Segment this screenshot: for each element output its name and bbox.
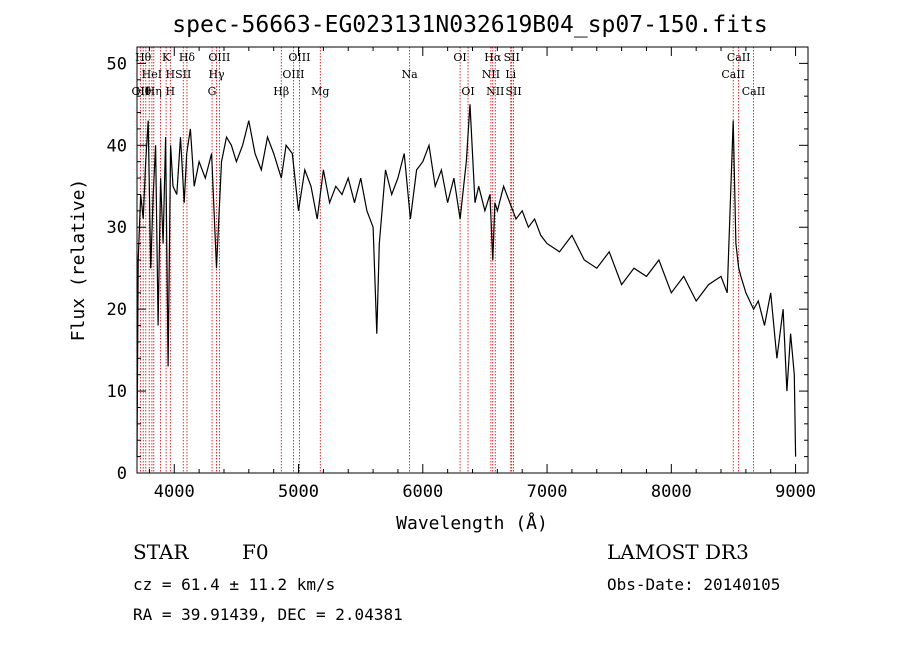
line-label: HeI [142,68,162,81]
line-label: Hα [484,51,502,64]
line-label: CaII [742,85,766,98]
y-tick-label: 50 [107,54,127,74]
line-label: H [166,68,176,81]
x-tick-label: 7000 [527,482,568,502]
line-label: OIII [208,51,230,64]
line-label: CaII [721,68,745,81]
y-tick-label: 30 [107,218,127,238]
x-tick-label: 5000 [278,482,319,502]
line-label: Hδ [179,51,196,64]
x-tick-label: 4000 [154,482,195,502]
line-label: H [166,85,176,98]
redshift-cz: cz = 61.4 ± 11.2 km/s [133,575,335,594]
ra-dec: RA = 39.91439, DEC = 2.04381 [133,605,403,624]
chart-title: spec-56663-EG023131N032619B04_sp07-150.f… [172,12,767,38]
x-axis-label: Wavelength (Å) [396,512,548,534]
line-label: Hβ [273,85,289,98]
line-label: Na [402,68,419,81]
survey-name: LAMOST DR3 [607,540,749,564]
spectrum-line [136,104,797,457]
line-label: Li [505,68,516,81]
x-tick-label: 8000 [651,482,692,502]
line-label: SII [175,68,191,81]
line-label: OIII [288,51,310,64]
line-label: NII [482,68,500,81]
line-label: Hη [146,85,162,98]
object-class: STAR [133,540,189,564]
y-axis-label: Flux (relative) [68,179,89,342]
y-tick-label: 40 [107,136,127,156]
y-tick-label: 10 [107,382,127,402]
emission-line-labels: OIIHθHθHeIHηKHHSIIHδGHγOIIIHβOIIIOIIIMgN… [131,51,765,98]
line-label: OI [461,85,474,98]
x-axis-ticks: 4000 5000 6000 7000 8000 9000 [148,47,816,502]
line-label: CaII [727,51,751,64]
line-label: Hθ [135,51,152,64]
y-axis-ticks: 0 10 20 30 40 50 [107,46,808,484]
line-label: SII [506,85,522,98]
x-tick-label: 6000 [402,482,443,502]
y-tick-label: 20 [107,300,127,320]
line-label: OII [131,85,149,98]
line-label: OIII [282,68,304,81]
observation-date: Obs-Date: 20140105 [607,575,780,594]
line-label: Hθ [135,85,152,98]
line-label: Hγ [208,68,225,81]
line-label: Mg [311,85,329,98]
x-tick-label: 9000 [775,482,816,502]
line-label: G [208,85,217,98]
y-tick-label: 0 [117,464,127,484]
object-subclass: F0 [242,540,269,564]
plot-frame [136,46,809,474]
line-label: K [162,51,171,64]
line-label: OI [453,51,466,64]
line-label: NII [486,85,504,98]
emission-line-markers [139,47,754,473]
line-label: SII [504,51,520,64]
